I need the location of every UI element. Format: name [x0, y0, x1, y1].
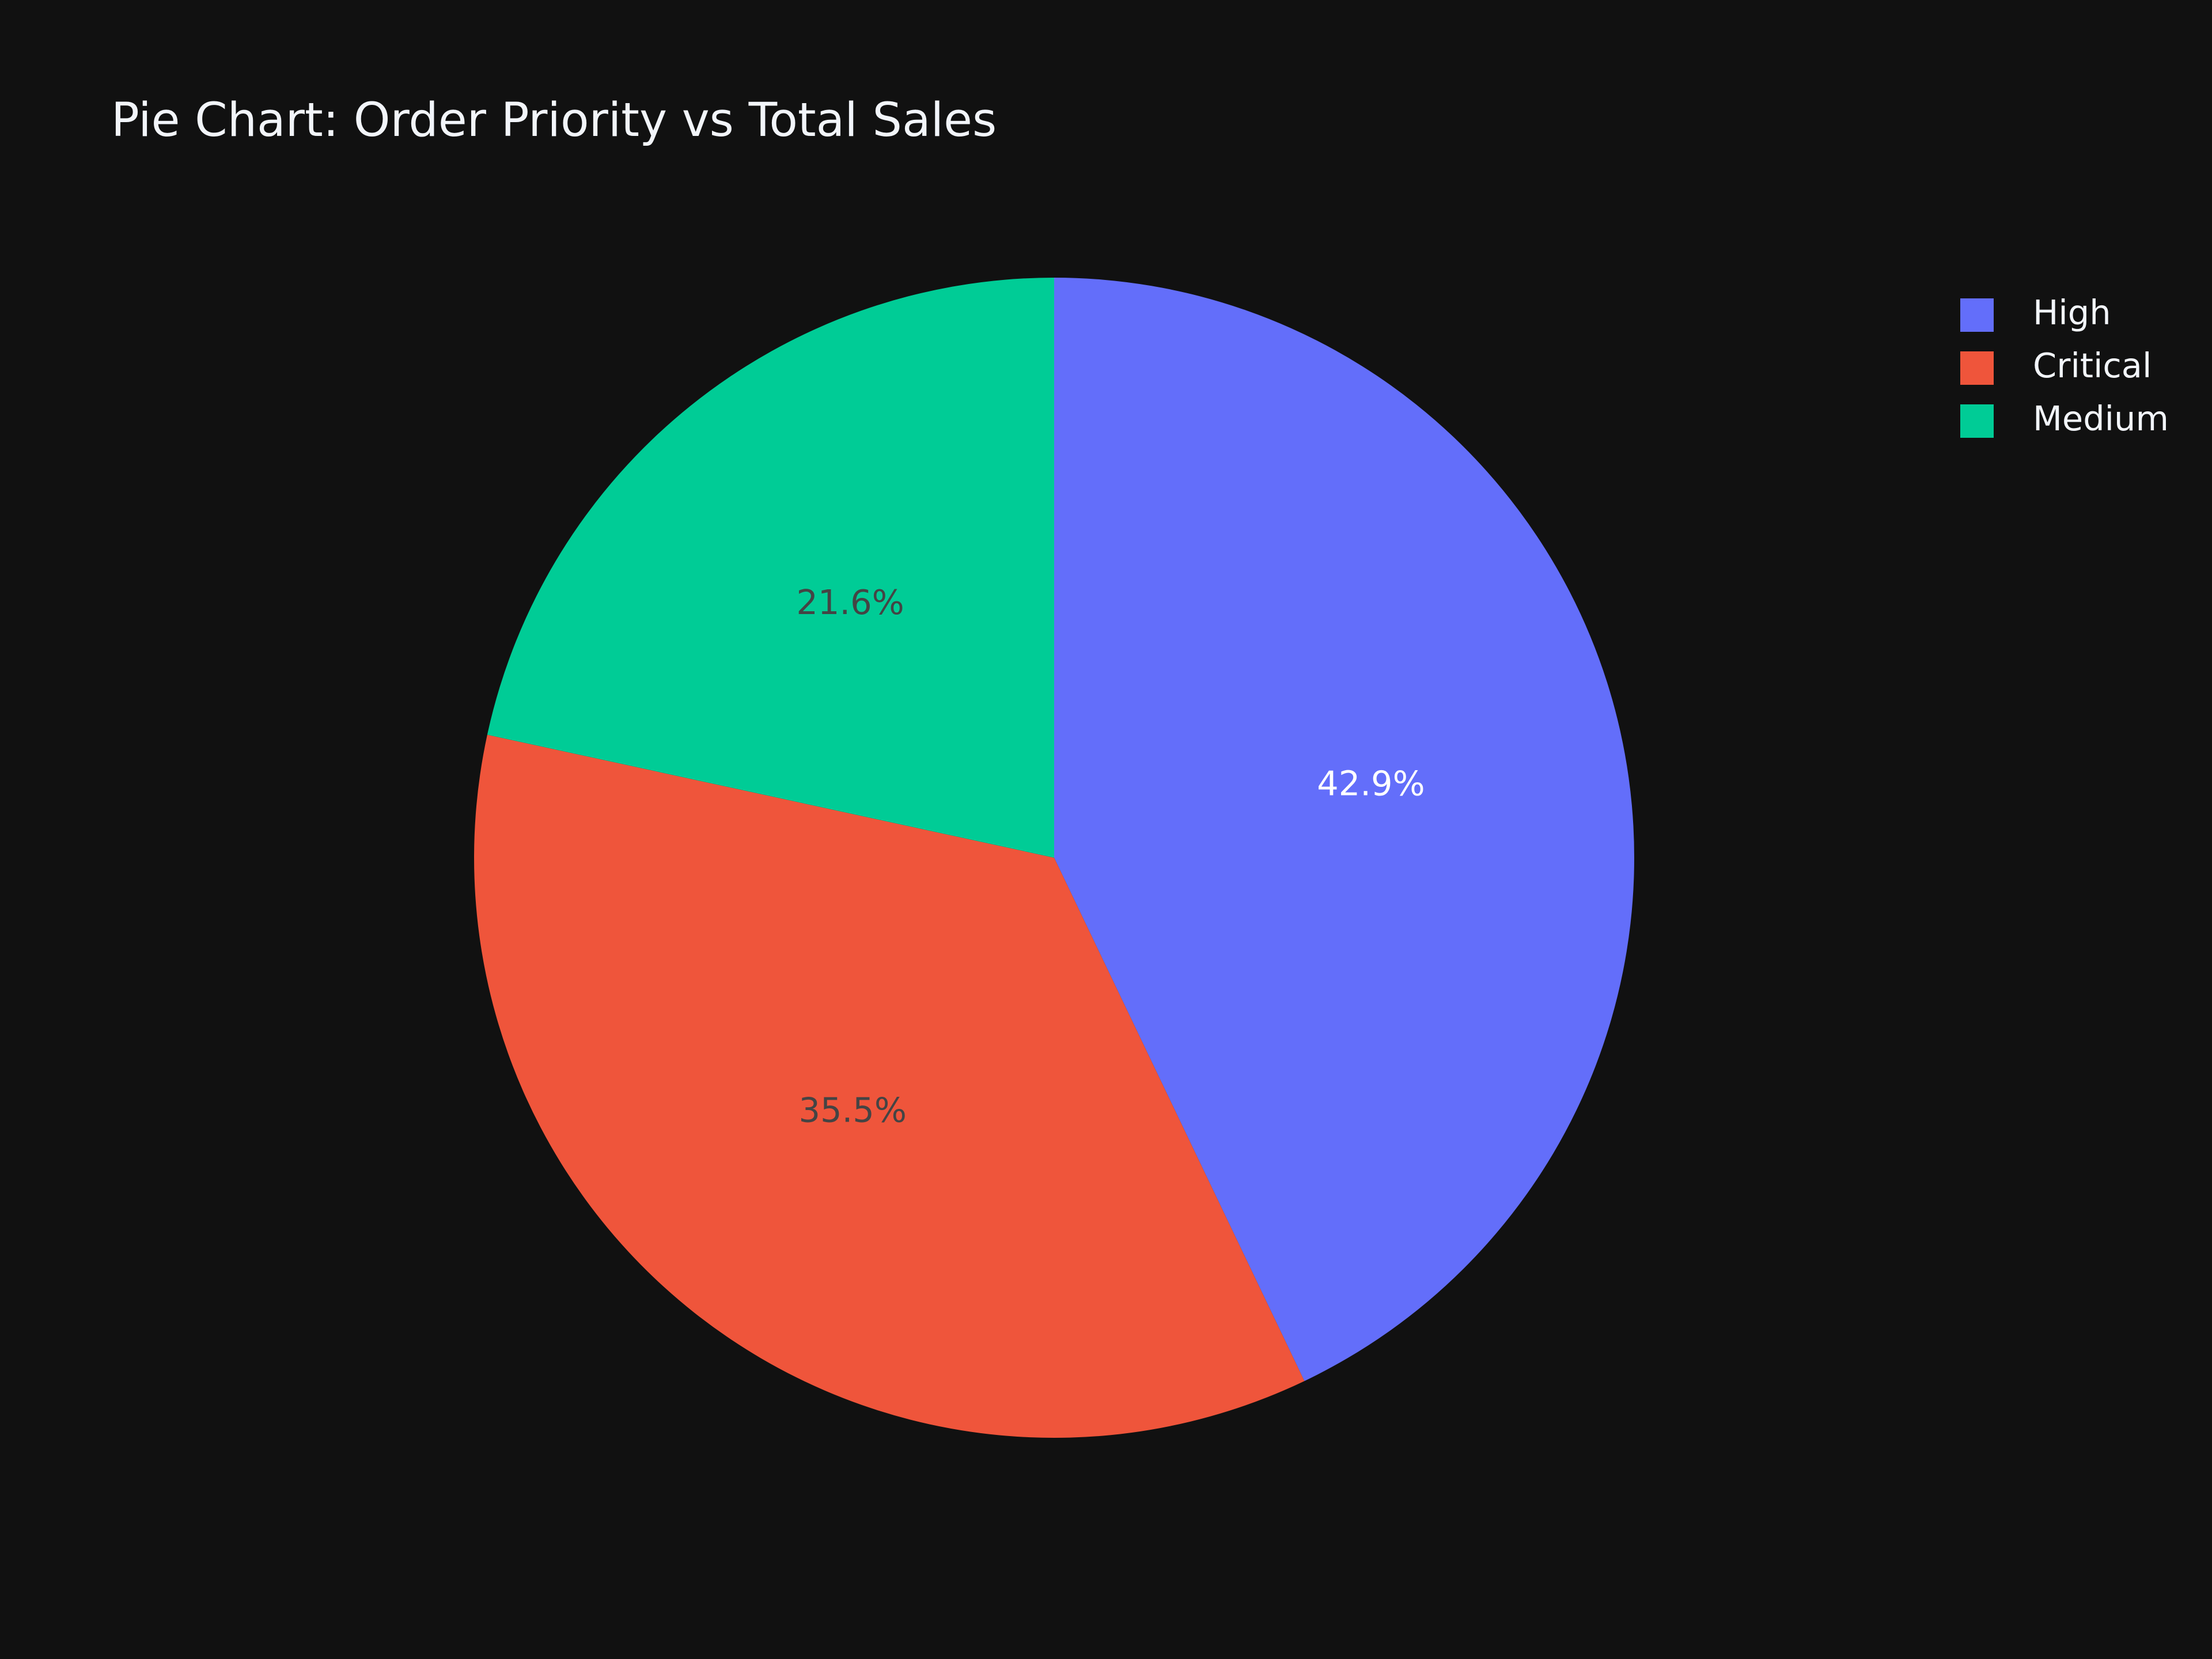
legend-item-medium[interactable]: Medium	[1960, 399, 2169, 438]
legend-label-high: High	[2033, 293, 2111, 332]
slice-label-high: 42.9%	[1317, 763, 1425, 803]
legend[interactable]: High Critical Medium	[1960, 293, 2169, 438]
pie-slice-medium[interactable]	[487, 278, 1054, 858]
chart-title: Pie Chart: Order Priority vs Total Sales	[111, 93, 997, 147]
legend-label-critical: Critical	[2033, 346, 2152, 385]
legend-item-critical[interactable]: Critical	[1960, 346, 2152, 385]
legend-item-high[interactable]: High	[1960, 293, 2111, 332]
legend-swatch-high	[1960, 298, 1994, 332]
pie-slice-critical[interactable]	[474, 734, 1305, 1438]
legend-swatch-medium	[1960, 404, 1994, 438]
legend-label-medium: Medium	[2033, 399, 2169, 438]
slice-label-critical: 35.5%	[798, 1090, 906, 1130]
legend-swatch-critical	[1960, 351, 1994, 385]
slice-labels: 42.9% 35.5% 21.6%	[796, 582, 1425, 1130]
pie-slice-high[interactable]	[1054, 278, 1635, 1381]
slice-label-medium: 21.6%	[796, 582, 904, 622]
pie-slices	[474, 278, 1635, 1438]
